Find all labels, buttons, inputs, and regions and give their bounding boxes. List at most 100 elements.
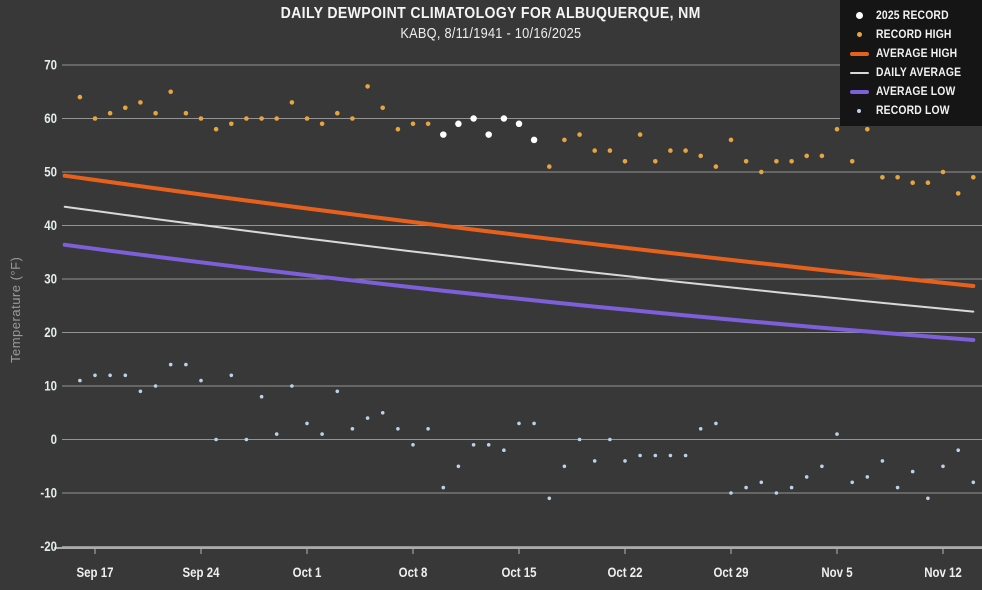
- data-point: [92, 116, 98, 121]
- legend-marker-shape: [849, 71, 869, 74]
- legend-item-record-low: Record Low: [849, 103, 971, 118]
- y-axis-label: Temperature (°F): [8, 256, 23, 363]
- data-point: [274, 432, 279, 436]
- data-point: [199, 378, 203, 383]
- data-point: [683, 148, 688, 153]
- x-tick-label-text: Sep 24: [183, 565, 220, 580]
- data-point: [547, 496, 552, 501]
- legend-item-average-high: Average High: [849, 46, 971, 61]
- data-point: [562, 464, 567, 469]
- x-tick-label-text: Oct 22: [607, 565, 642, 580]
- data-point: [517, 421, 521, 426]
- data-point: [608, 437, 612, 442]
- data-point: [729, 491, 733, 495]
- data-point: [880, 175, 885, 180]
- x-tick-label: Oct 15: [501, 565, 536, 580]
- y-tick-label-text: 0: [51, 432, 57, 447]
- data-point: [607, 148, 613, 153]
- data-point: [592, 459, 597, 463]
- data-point: [562, 137, 567, 143]
- data-point: [835, 432, 839, 436]
- data-point: [305, 421, 309, 426]
- data-point: [728, 137, 734, 143]
- y-tick-label: 20: [44, 325, 57, 340]
- data-point: [470, 115, 477, 122]
- x-tick-label: Sep 17: [77, 565, 114, 580]
- data-point: [789, 485, 794, 490]
- data-point: [895, 175, 900, 180]
- average-low-line: [62, 242, 976, 342]
- data-point: [380, 411, 385, 415]
- data-point: [865, 126, 870, 132]
- data-point: [138, 389, 143, 394]
- legend-marker-daily-average-line-icon: [849, 71, 869, 74]
- data-point: [380, 105, 386, 111]
- data-point: [622, 159, 628, 164]
- data-point: [198, 116, 204, 121]
- data-point: [850, 480, 854, 485]
- legend-item-average-low: Average Low: [849, 84, 971, 99]
- data-point: [350, 427, 355, 431]
- data-point: [623, 459, 627, 463]
- data-point: [411, 443, 415, 447]
- data-point: [290, 384, 294, 388]
- legend-marker-record-high-dot-icon: [849, 32, 869, 37]
- 2025-record-points: [440, 115, 538, 144]
- data-point: [183, 110, 189, 116]
- data-point: [500, 115, 508, 122]
- x-tick-label: Oct 1: [293, 565, 322, 580]
- data-point: [789, 159, 794, 164]
- data-point: [714, 421, 718, 426]
- legend-marker-2025-record-dot-icon: [849, 12, 869, 19]
- data-point: [471, 443, 476, 447]
- x-tick-label-text: Oct 29: [713, 565, 748, 580]
- daily-average-line: [63, 205, 975, 313]
- data-point: [910, 180, 915, 185]
- legend-item-label: Record High: [876, 28, 952, 41]
- data-point: [123, 373, 128, 378]
- data-point: [638, 453, 642, 458]
- chart-title: DAILY DEWPOINT CLIMATOLOGY FOR ALBUQUERQ…: [0, 5, 982, 23]
- chart-legend: 2025 Record Record High Average High Daily …: [840, 0, 982, 126]
- data-point: [577, 132, 582, 137]
- record-low-points: [78, 362, 976, 501]
- data-point: [910, 469, 915, 474]
- data-point: [683, 453, 688, 458]
- legend-marker-shape: [855, 12, 863, 19]
- data-point: [926, 496, 930, 501]
- data-point: [532, 421, 536, 426]
- data-point: [168, 89, 173, 95]
- legend-item-daily-average: Daily Average: [849, 65, 971, 80]
- data-point: [698, 153, 703, 159]
- data-point: [653, 159, 658, 164]
- chart-header: DAILY DEWPOINT CLIMATOLOGY FOR ALBUQUERQ…: [0, 5, 982, 42]
- data-point: [971, 175, 976, 180]
- chart-title-text: DAILY DEWPOINT CLIMATOLOGY FOR ALBUQUERQ…: [280, 5, 702, 22]
- data-point: [577, 437, 582, 442]
- data-point: [395, 126, 401, 132]
- y-tick-label-text: 10: [44, 379, 57, 394]
- data-point: [515, 120, 523, 128]
- data-point: [426, 427, 430, 431]
- data-point: [895, 485, 900, 490]
- data-point: [547, 164, 552, 169]
- legend-marker-shape: [849, 51, 869, 56]
- legend-marker-shape: [857, 108, 862, 113]
- y-tick-label: 50: [44, 165, 57, 180]
- data-point: [77, 94, 83, 100]
- data-point: [955, 191, 961, 196]
- data-point: [123, 105, 128, 111]
- data-point: [214, 437, 218, 442]
- legend-item-label: Record Low: [876, 104, 951, 117]
- data-point: [289, 100, 295, 105]
- data-point: [78, 378, 82, 383]
- data-point: [229, 121, 234, 127]
- x-tick-label-text: Oct 15: [501, 565, 536, 580]
- x-tick-label: Nov 5: [821, 565, 852, 580]
- x-tick-label: Sep 24: [183, 565, 220, 580]
- y-tick-label: -10: [40, 486, 57, 501]
- x-tick-label: Oct 22: [607, 565, 642, 580]
- data-point: [153, 110, 158, 116]
- data-point: [93, 373, 97, 378]
- legend-item-label: Daily Average: [876, 66, 962, 79]
